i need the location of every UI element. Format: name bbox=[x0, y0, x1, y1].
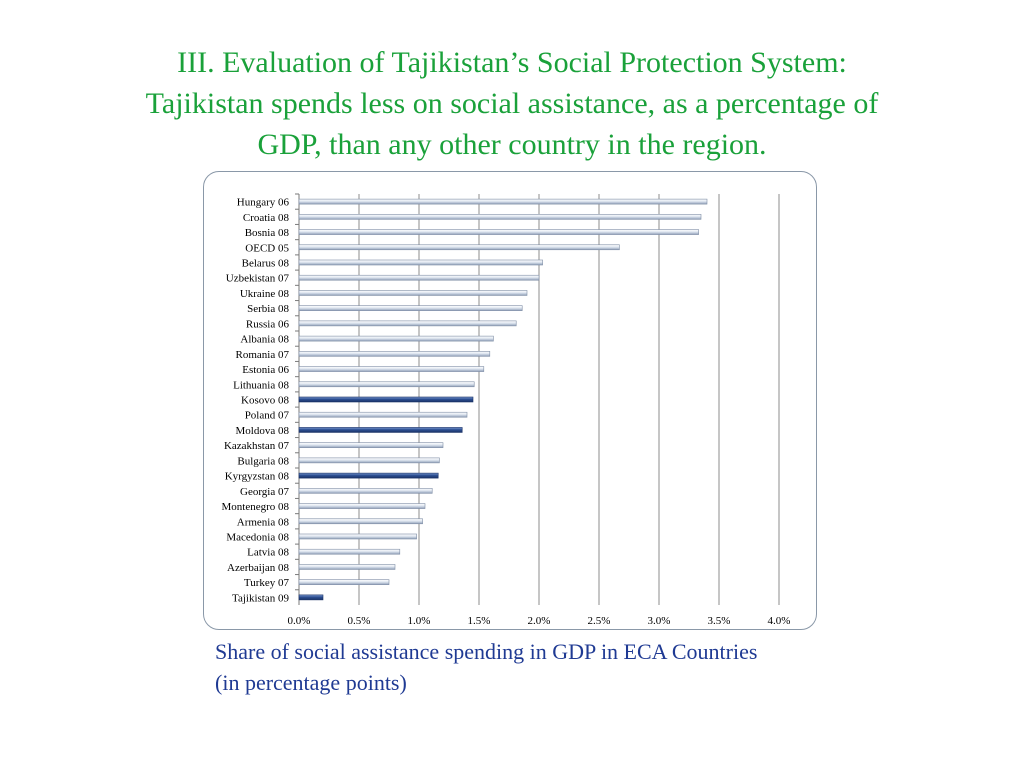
category-label: Ukraine 08 bbox=[240, 288, 290, 300]
slide-title: III. Evaluation of Tajikistan’s Social P… bbox=[60, 42, 964, 165]
x-tick-label: 0.5% bbox=[348, 615, 371, 627]
category-label: Russia 06 bbox=[246, 318, 290, 330]
bar-montenegro-08 bbox=[298, 503, 426, 509]
bar-ukraine-08 bbox=[298, 290, 528, 296]
bar-azerbaijan-08 bbox=[298, 564, 396, 570]
x-tick-label: 2.5% bbox=[588, 615, 611, 627]
x-tick-label: 1.5% bbox=[468, 615, 491, 627]
category-label: Kyrgyzstan 08 bbox=[225, 471, 290, 483]
bar-macedonia-08 bbox=[298, 533, 417, 540]
category-label: Bulgaria 08 bbox=[237, 455, 289, 467]
category-label: Serbia 08 bbox=[247, 303, 289, 315]
bar-poland-07 bbox=[298, 411, 468, 418]
category-label: Armenia 08 bbox=[237, 516, 290, 528]
category-label: Latvia 08 bbox=[247, 547, 289, 559]
bar-tajikistan-09 bbox=[298, 594, 324, 601]
bar-albania-08 bbox=[298, 335, 494, 342]
bar-latvia-08 bbox=[298, 548, 401, 555]
x-tick-label: 0.0% bbox=[288, 615, 311, 627]
category-label: Kazakhstan 07 bbox=[224, 440, 290, 452]
title-line-3: GDP, than any other country in the regio… bbox=[257, 128, 767, 161]
bar-belarus-08 bbox=[298, 259, 543, 266]
bar-estonia-06 bbox=[298, 366, 485, 372]
bar-hungary-06 bbox=[298, 198, 708, 205]
category-label: Poland 07 bbox=[245, 410, 290, 422]
category-label: Kosovo 08 bbox=[241, 395, 289, 407]
bar-uzbekistan-07 bbox=[298, 274, 540, 281]
category-label: Macedonia 08 bbox=[226, 532, 289, 544]
category-label: Montenegro 08 bbox=[221, 501, 289, 513]
bar-bulgaria-08 bbox=[298, 457, 440, 464]
bar-kyrgyzstan-08 bbox=[298, 472, 439, 479]
category-label: Estonia 06 bbox=[242, 364, 289, 376]
bar-moldova-08 bbox=[298, 427, 463, 433]
bar-bosnia-08 bbox=[298, 229, 699, 235]
x-tick-label: 3.5% bbox=[708, 615, 731, 627]
bar-serbia-08 bbox=[298, 305, 523, 311]
category-label: Turkey 07 bbox=[244, 577, 290, 589]
category-label: Romania 07 bbox=[236, 349, 290, 361]
category-label: Belarus 08 bbox=[242, 258, 290, 270]
category-label: OECD 05 bbox=[245, 242, 289, 254]
title-line-2: Tajikistan spends less on social assista… bbox=[145, 87, 879, 120]
category-label: Croatia 08 bbox=[243, 212, 290, 224]
bar-armenia-08 bbox=[298, 518, 423, 525]
bar-kazakhstan-07 bbox=[298, 442, 444, 448]
bar-russia-06 bbox=[298, 320, 517, 327]
bar-romania-07 bbox=[298, 351, 491, 357]
category-label: Uzbekistan 07 bbox=[226, 273, 290, 285]
chart-caption: Share of social assistance spending in G… bbox=[215, 639, 758, 695]
category-label: Tajikistan 09 bbox=[232, 592, 289, 604]
category-label: Bosnia 08 bbox=[245, 227, 290, 239]
category-label: Albania 08 bbox=[240, 334, 289, 346]
x-tick-label: 2.0% bbox=[528, 615, 551, 627]
bar-croatia-08 bbox=[298, 214, 702, 220]
bar-kosovo-08 bbox=[298, 396, 474, 403]
title-line-1: III. Evaluation of Tajikistan’s Social P… bbox=[177, 46, 847, 79]
bar-georgia-07 bbox=[298, 488, 433, 494]
bar-turkey-07 bbox=[298, 579, 390, 585]
category-label: Georgia 07 bbox=[240, 486, 289, 498]
category-label: Lithuania 08 bbox=[233, 379, 289, 391]
category-label: Azerbaijan 08 bbox=[227, 562, 289, 574]
category-label: Moldova 08 bbox=[236, 425, 290, 437]
bar-lithuania-08 bbox=[298, 381, 475, 388]
x-tick-label: 3.0% bbox=[648, 615, 671, 627]
x-tick-label: 1.0% bbox=[408, 615, 431, 627]
x-tick-label: 4.0% bbox=[768, 615, 791, 627]
category-label: Hungary 06 bbox=[237, 197, 290, 209]
bar-oecd-05 bbox=[298, 244, 620, 251]
